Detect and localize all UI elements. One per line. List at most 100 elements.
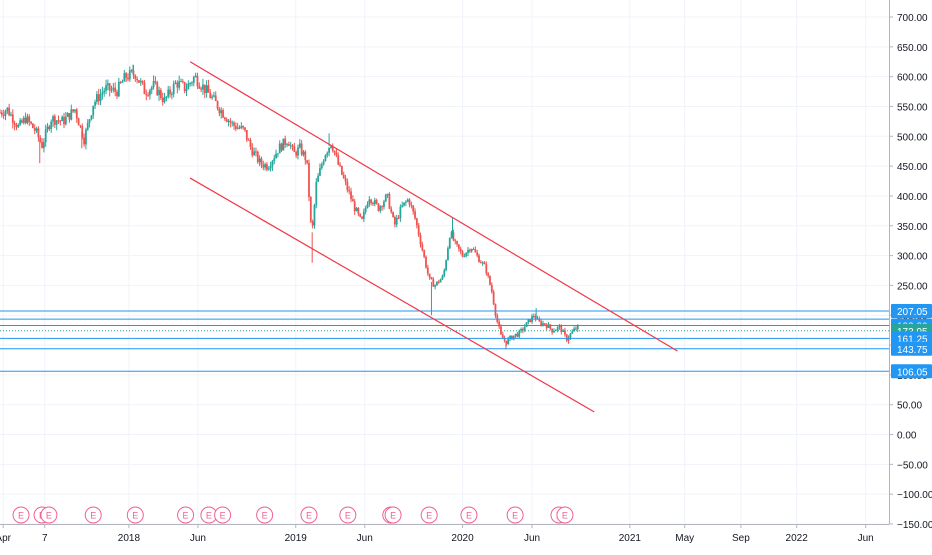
earnings-marker[interactable]: E bbox=[339, 506, 357, 524]
candle-body bbox=[523, 326, 526, 331]
candle-body bbox=[50, 121, 53, 129]
candle-body bbox=[507, 338, 510, 345]
y-tick-label: 350.00 bbox=[897, 222, 928, 233]
earnings-marker[interactable]: E bbox=[506, 506, 524, 524]
candle-body bbox=[139, 80, 142, 83]
earnings-label: E bbox=[426, 511, 432, 521]
candle-body bbox=[518, 330, 521, 337]
candle-body bbox=[213, 95, 215, 97]
candle-body bbox=[309, 196, 312, 222]
candle-body bbox=[121, 81, 124, 83]
candle-body bbox=[249, 139, 252, 148]
candle-body bbox=[425, 256, 427, 268]
trend-lines[interactable] bbox=[189, 61, 678, 413]
candle-body bbox=[138, 80, 140, 83]
earnings-circle bbox=[339, 506, 357, 524]
candle-body bbox=[397, 217, 400, 219]
level-label-bg bbox=[891, 341, 932, 356]
earnings-marker[interactable]: E bbox=[177, 506, 195, 524]
candle-body bbox=[320, 164, 323, 169]
candle-body bbox=[218, 108, 221, 114]
candle-body bbox=[362, 211, 365, 219]
candle-body bbox=[573, 328, 575, 332]
candle-body bbox=[450, 232, 453, 239]
candle-body bbox=[483, 262, 486, 265]
earnings-marker[interactable]: E bbox=[460, 506, 478, 524]
candle-body bbox=[52, 116, 54, 122]
earnings-marker[interactable]: E bbox=[40, 506, 58, 524]
candle-body bbox=[244, 127, 246, 130]
candle-body bbox=[44, 129, 47, 143]
candle-body bbox=[10, 114, 12, 116]
candle-body bbox=[37, 128, 40, 138]
candle-body bbox=[520, 329, 522, 331]
y-tick-label: 0.00 bbox=[897, 431, 917, 442]
candle-body bbox=[103, 90, 106, 93]
earnings-label: E bbox=[46, 511, 52, 521]
y-tick-label: 50.00 bbox=[897, 401, 922, 412]
earnings-marker[interactable]: E bbox=[556, 506, 574, 524]
candle-body bbox=[209, 92, 212, 99]
candle-body bbox=[383, 201, 385, 207]
candle-body bbox=[240, 125, 243, 129]
candle-body bbox=[236, 127, 239, 129]
candle-body bbox=[489, 275, 491, 285]
candle-body bbox=[441, 275, 444, 280]
candle-body bbox=[220, 110, 223, 114]
candle-body bbox=[134, 75, 137, 79]
x-tick-label: 2022 bbox=[786, 533, 809, 544]
earnings-marker[interactable]: E bbox=[384, 506, 402, 524]
candle-body bbox=[106, 83, 109, 86]
earnings-marker[interactable]: E bbox=[12, 506, 30, 524]
candle-body bbox=[403, 202, 405, 206]
x-tick-label: 7 bbox=[42, 533, 48, 544]
candle-body bbox=[167, 89, 170, 97]
y-tick-label: 300.00 bbox=[897, 252, 928, 263]
candle-body bbox=[180, 81, 182, 83]
trend-line[interactable] bbox=[189, 177, 595, 413]
candle-body bbox=[430, 277, 433, 280]
candle-body bbox=[185, 89, 188, 92]
candle-body bbox=[61, 116, 64, 122]
earnings-marker[interactable]: E bbox=[214, 506, 232, 524]
horizontal-levels[interactable] bbox=[0, 310, 889, 372]
candle-body bbox=[439, 279, 442, 283]
candle-body bbox=[379, 206, 382, 211]
candle-body bbox=[178, 81, 181, 88]
candle-body bbox=[293, 146, 296, 153]
earnings-marker[interactable]: E bbox=[126, 506, 144, 524]
candle-body bbox=[176, 82, 179, 88]
candle-body bbox=[6, 107, 9, 112]
level-label: 143.75 bbox=[897, 345, 928, 356]
candle-body bbox=[251, 147, 254, 156]
earnings-label: E bbox=[183, 511, 189, 521]
trend-line[interactable] bbox=[189, 61, 678, 352]
earnings-marker[interactable]: E bbox=[84, 506, 102, 524]
candle-body bbox=[255, 151, 257, 153]
candle-body bbox=[196, 75, 199, 87]
candle-body bbox=[163, 97, 166, 102]
candle-body bbox=[48, 126, 51, 129]
candle-body bbox=[189, 83, 192, 85]
candle-body bbox=[158, 90, 160, 96]
candle-body bbox=[136, 78, 139, 81]
earnings-marker[interactable]: E bbox=[420, 506, 438, 524]
candle-body bbox=[454, 240, 457, 242]
candle-body bbox=[183, 82, 186, 92]
candle-body bbox=[571, 331, 574, 334]
candle-body bbox=[472, 249, 475, 251]
candle-body bbox=[498, 321, 501, 327]
x-tick-label: 2019 bbox=[285, 533, 308, 544]
price-scale[interactable]: 700.00 650.00 600.00 550.00 500.00 450.00 400.… bbox=[889, 0, 932, 550]
time-scale[interactable]: Apr 7 2018 Jun 2019 Jun 2020 Jun 2021 May Sep 2022 J… bbox=[0, 524, 889, 544]
candle-body bbox=[501, 334, 504, 339]
earnings-marker[interactable]: E bbox=[300, 506, 318, 524]
x-tick-label: 2020 bbox=[451, 533, 474, 544]
candle-body bbox=[19, 120, 22, 125]
earnings-marker[interactable]: E bbox=[256, 506, 274, 524]
earnings-label: E bbox=[512, 511, 518, 521]
candle-body bbox=[408, 199, 411, 205]
earnings-events[interactable]: EEEEEEEEEEEEEEEEEE bbox=[12, 506, 574, 524]
